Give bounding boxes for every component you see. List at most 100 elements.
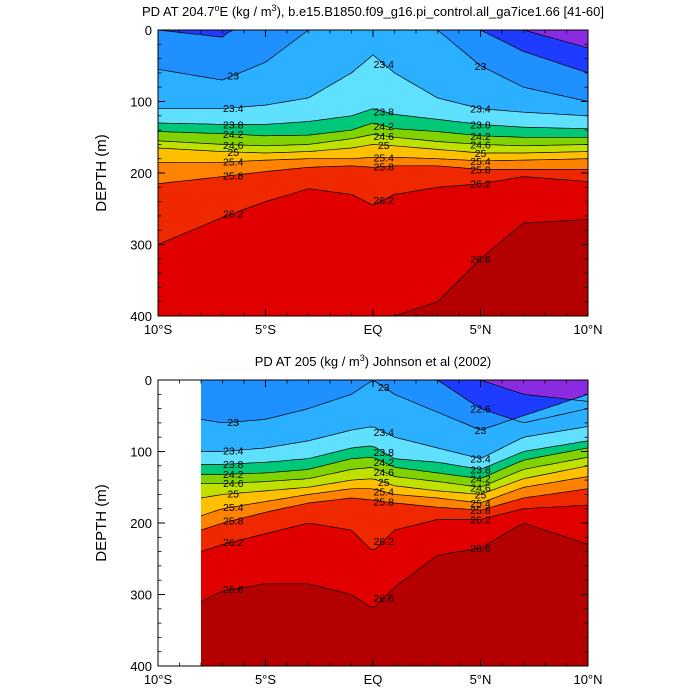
contour-label: 25.4 — [470, 156, 491, 168]
chart-title: PD AT 205 (kg / m3) Johnson et al (2002) — [255, 353, 492, 369]
contour-label: 23.4 — [470, 454, 491, 466]
contour-label: 25.4 — [374, 152, 395, 164]
contour-25.8 — [201, 488, 588, 531]
contour-label: 24.6 — [223, 478, 244, 490]
contour-26.6 — [158, 219, 588, 316]
contour-22.6 — [158, 30, 588, 74]
contour-lines: 232323.423.423.423.823.823.824.224.224.2… — [158, 30, 588, 316]
y-axis-label: DEPTH (m) — [93, 484, 110, 562]
y-tick-label: 100 — [130, 445, 152, 460]
contour-label: 26.2 — [470, 514, 491, 526]
contour-label: 25 — [475, 489, 487, 501]
contour-fills — [201, 380, 588, 666]
contour-label: 26.2 — [374, 195, 395, 207]
x-tick-label: 5°N — [470, 322, 492, 337]
contour-label: 23 — [475, 61, 487, 73]
y-tick-label: 0 — [145, 373, 152, 388]
y-tick-label: 400 — [130, 659, 152, 674]
contour-label: 23.8 — [374, 107, 395, 119]
contour-label: 26.2 — [223, 208, 244, 220]
contour-24.2 — [158, 122, 588, 138]
contour-label: 25 — [378, 477, 390, 489]
contour-23.4 — [158, 54, 588, 117]
contour-label: 25.4 — [374, 487, 395, 499]
contour-24.2 — [201, 447, 588, 479]
contour-label: 23 — [475, 425, 487, 437]
contour-label: 24.6 — [374, 467, 395, 479]
contour-label: 23.8 — [374, 447, 395, 459]
contour-26.2 — [201, 504, 588, 552]
contour-label: 25.8 — [223, 170, 244, 182]
contour-label: 23.4 — [470, 104, 491, 116]
contour-label: 26.2 — [223, 537, 244, 549]
contour-label: 25 — [378, 140, 390, 152]
contour-label: 23.8 — [470, 464, 491, 476]
contour-label: 23.4 — [374, 59, 395, 71]
contour-label: 23.4 — [374, 427, 395, 439]
contour-fills — [158, 30, 588, 316]
contour-label: 26.6 — [470, 254, 491, 266]
contour-label: 23 — [227, 417, 239, 429]
y-tick-label: 200 — [130, 516, 152, 531]
y-tick-label: 300 — [130, 588, 152, 603]
x-tick-label: 10°N — [573, 672, 602, 687]
contour-label: 23.8 — [223, 459, 244, 471]
contour-label: 24.2 — [374, 457, 395, 469]
x-tick-label: 10°S — [144, 322, 173, 337]
contour-22.2 — [201, 380, 588, 402]
x-tick-label: 5°N — [470, 672, 492, 687]
contour-label: 24.6 — [223, 140, 244, 152]
contour-label: 26.2 — [470, 179, 491, 191]
contour-label: 24.6 — [470, 482, 491, 494]
contour-label: 25 — [227, 489, 239, 501]
contour-24.6 — [158, 134, 588, 147]
contour-lines: 22.623232323.423.423.423.823.823.824.224… — [201, 380, 588, 608]
contour-label: 25.8 — [470, 505, 491, 517]
x-tick-label: 10°S — [144, 672, 173, 687]
contour-label: 23 — [378, 382, 390, 394]
panel-2: 22.623232323.423.423.423.823.823.824.224… — [93, 353, 603, 687]
contour-label: 25.8 — [374, 162, 395, 174]
band-26.6 — [158, 219, 588, 316]
y-tick-label: 400 — [130, 309, 152, 324]
contour-label: 26.2 — [374, 536, 395, 548]
x-tick-label: 5°S — [255, 322, 276, 337]
x-tick-label: EQ — [364, 322, 383, 337]
y-tick-label: 0 — [145, 23, 152, 38]
contour-label: 24.2 — [374, 121, 395, 133]
y-tick-label: 200 — [130, 166, 152, 181]
contour-22.6 — [201, 380, 588, 423]
contour-label: 24.2 — [223, 129, 244, 141]
band-26.6 — [201, 523, 588, 666]
contour-24.6 — [201, 456, 588, 488]
contour-label: 23.4 — [223, 103, 244, 115]
contour-25.8 — [158, 165, 588, 185]
contour-23.8 — [201, 440, 588, 470]
contour-label: 25 — [475, 148, 487, 160]
x-tick-label: 5°S — [255, 672, 276, 687]
contour-label: 25.8 — [374, 497, 395, 509]
contour-label: 25 — [227, 147, 239, 159]
contour-label: 25.8 — [470, 164, 491, 176]
chart-title: PD AT 204.7oE (kg / m3), b.e15.B1850.f09… — [142, 3, 604, 19]
contour-26.2 — [158, 176, 588, 245]
x-tick-label: EQ — [364, 672, 383, 687]
contour-25 — [201, 465, 588, 499]
y-tick-label: 100 — [130, 95, 152, 110]
contour-label: 26.6 — [223, 584, 244, 596]
contour-25.4 — [201, 476, 588, 517]
contour-label: 23.8 — [223, 119, 244, 131]
contour-label: 25.4 — [223, 157, 244, 169]
contour-25.4 — [158, 156, 588, 163]
contour-label: 25.8 — [223, 515, 244, 527]
contour-label: 26.6 — [470, 543, 491, 555]
contour-label: 24.6 — [374, 131, 395, 143]
contour-23.8 — [158, 108, 588, 130]
contour-label: 23.4 — [223, 446, 244, 458]
contour-label: 24.2 — [470, 474, 491, 486]
contour-label: 26.6 — [374, 593, 395, 605]
contour-25 — [158, 144, 588, 154]
contour-label: 24.2 — [223, 469, 244, 481]
contour-label: 22.6 — [470, 404, 491, 416]
